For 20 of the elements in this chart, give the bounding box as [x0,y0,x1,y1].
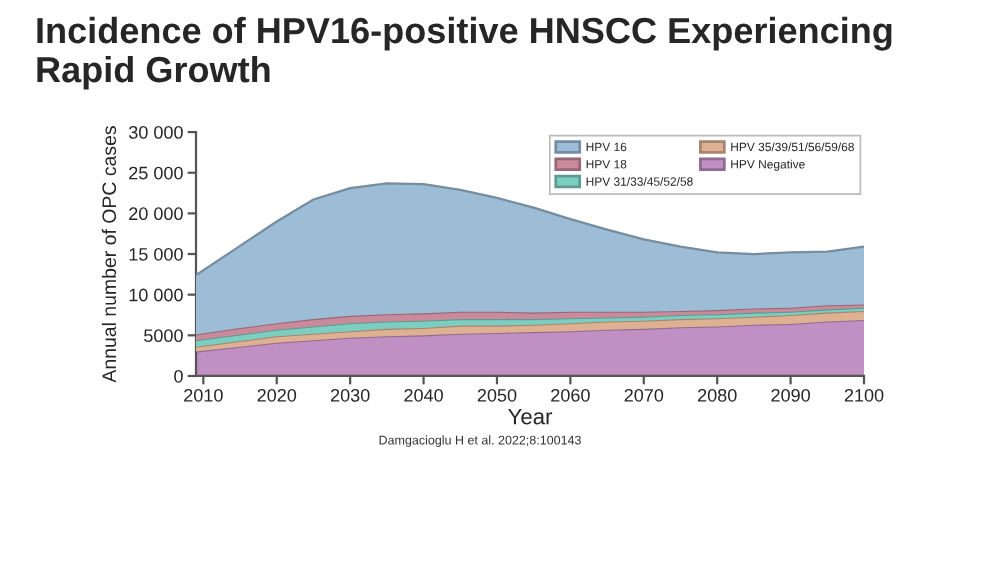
chart-title: Incidence of HPV16-positive HNSCC Experiencing Rapid Growth [37,16,892,90]
y-tick-label: 30 000 [128,126,183,139]
y-tick-label: 0 [174,369,183,383]
y-tick-label: 20 000 [129,207,183,221]
x-tick-label: 2090 [771,388,810,402]
y-tick-label: 15 000 [129,247,183,261]
x-axis-title: Year [508,408,553,425]
y-tick-label: 5000 [144,329,183,343]
x-tick-label: 2040 [404,388,443,402]
x-tick-label: 2030 [330,388,370,402]
y-axis-title: Annual number of OPC cases [101,126,117,383]
x-tick-label: 2050 [477,388,517,402]
x-tick-label: 2080 [698,388,737,402]
x-tick-label: 2070 [624,388,664,402]
x-tick-label: 2100 [844,388,884,402]
x-tick-label: 2010 [184,388,223,402]
x-tick-label: 2020 [257,388,297,402]
x-tick-label: 2060 [551,388,590,402]
y-tick-label: 25 000 [129,166,183,180]
y-tick-label: 10 000 [129,288,183,302]
